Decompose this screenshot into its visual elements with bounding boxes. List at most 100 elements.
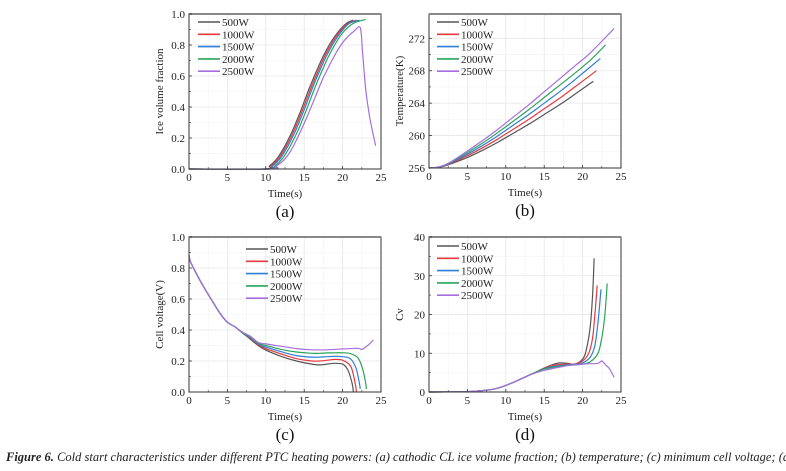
- legend-label: 1500W: [270, 269, 303, 281]
- panel-label: (d): [515, 425, 535, 444]
- y-tick-label: 0.0: [171, 164, 185, 176]
- x-axis-label: Time(s): [268, 411, 303, 423]
- y-tick-label: 40: [414, 232, 426, 244]
- x-axis-label: Time(s): [508, 187, 543, 199]
- x-tick-label: 20: [577, 171, 589, 183]
- panel-label: (b): [515, 201, 535, 220]
- y-tick-label: 0.2: [171, 356, 185, 368]
- legend-label: 1500W: [222, 42, 255, 54]
- legend-label: 2000W: [461, 278, 494, 290]
- y-tick-label: 0.6: [171, 294, 185, 306]
- x-axis-label: Time(s): [268, 188, 303, 200]
- panel-label: (c): [276, 425, 295, 444]
- series-line-1500W: [188, 19, 360, 170]
- y-tick-label: 272: [409, 33, 426, 45]
- legend-label: 1000W: [270, 256, 303, 268]
- legend-label: 1500W: [461, 42, 494, 54]
- x-tick-label: 25: [376, 172, 388, 184]
- x-tick-label: 25: [376, 395, 388, 407]
- caption-label: Figure 6.: [6, 450, 54, 464]
- legend-label: 2500W: [461, 66, 494, 78]
- x-axis-label: Time(s): [508, 411, 543, 423]
- x-tick-label: 20: [337, 172, 349, 184]
- y-tick-label: 0.2: [171, 133, 185, 145]
- legend-label: 500W: [461, 17, 489, 29]
- x-tick-label: 15: [539, 395, 551, 407]
- figure-caption: Figure 6. Cold start characteristics und…: [6, 450, 786, 465]
- y-tick-label: 268: [409, 66, 426, 78]
- x-tick-label: 25: [616, 171, 628, 183]
- series-line-2500W: [188, 255, 374, 351]
- legend-label: 2000W: [270, 281, 303, 293]
- x-tick-label: 15: [299, 172, 311, 184]
- legend-label: 1000W: [461, 253, 494, 265]
- legend-label: 1000W: [222, 29, 255, 41]
- series-line-2000W: [428, 283, 608, 393]
- chart-a: 0 5 10 15 20 25 0.0 0.2 0.4 0.6 0.8 1.0 Time(s) Ice v…: [154, 9, 387, 221]
- series-line-2500W: [428, 360, 615, 393]
- series-line-1000W: [428, 285, 598, 393]
- chart-c: 0 5 10 15 20 25 0.0 0.2 0.4 0.6 0.8 1.0 Time(s) Cell …: [154, 232, 387, 444]
- y-tick-label: 0: [420, 387, 426, 399]
- x-tick-label: 0: [186, 395, 192, 407]
- y-tick-label: 0.4: [171, 102, 185, 114]
- x-tick-label: 15: [539, 171, 551, 183]
- x-tick-label: 5: [465, 171, 471, 183]
- x-tick-label: 10: [260, 172, 272, 184]
- x-tick-label: 10: [500, 395, 512, 407]
- y-axis-label: Ice volume fraction: [154, 48, 166, 135]
- y-tick-label: 0.0: [171, 387, 185, 399]
- legend-label: 500W: [461, 241, 489, 253]
- x-tick-label: 0: [426, 395, 432, 407]
- y-tick-label: 1.0: [171, 232, 185, 244]
- x-tick-label: 0: [426, 171, 432, 183]
- y-axis-label: Cell voltage(V): [154, 280, 166, 349]
- y-tick-label: 10: [414, 348, 426, 360]
- legend-label: 1500W: [461, 266, 494, 278]
- x-tick-label: 20: [577, 395, 589, 407]
- legend-label: 2000W: [461, 54, 494, 66]
- x-tick-label: 5: [225, 172, 231, 184]
- x-tick-label: 0: [186, 172, 192, 184]
- legend-label: 2500W: [461, 290, 494, 302]
- chart-b: 0 5 10 15 20 25 256 260 264 268 272 Time(s) Temperat…: [394, 13, 628, 220]
- legend-label: 500W: [270, 244, 298, 256]
- series-line-500W: [188, 19, 354, 170]
- panel-label: (a): [276, 202, 295, 221]
- series-line-2500W: [428, 28, 615, 169]
- x-tick-label: 5: [465, 395, 471, 407]
- y-tick-label: 0.8: [171, 40, 185, 52]
- x-tick-label: 5: [225, 395, 231, 407]
- y-axis-label: Cv: [394, 308, 406, 321]
- legend-label: 1000W: [461, 29, 494, 41]
- y-tick-label: 0.8: [171, 263, 185, 275]
- x-tick-label: 10: [500, 171, 512, 183]
- x-tick-label: 10: [260, 395, 272, 407]
- caption-text: Cold start characteristics under differe…: [53, 450, 786, 464]
- legend-label: 500W: [222, 17, 250, 29]
- y-tick-label: 256: [409, 163, 426, 175]
- series-line-500W: [428, 80, 594, 169]
- series-line-2000W: [188, 18, 366, 170]
- series-line-1000W: [188, 19, 357, 170]
- series-line-2000W: [428, 44, 607, 169]
- y-tick-label: 264: [409, 98, 426, 110]
- y-tick-label: 1.0: [171, 9, 185, 21]
- y-axis-label: Temperature(K): [394, 55, 406, 126]
- series-line-500W: [428, 258, 595, 393]
- y-tick-label: 260: [409, 131, 426, 143]
- legend-label: 2500W: [222, 66, 255, 78]
- x-tick-label: 20: [337, 395, 349, 407]
- chart-d: 0 5 10 15 20 25 0 10 20 30 40 Time(s) Cv (d) 500W1000W…: [394, 232, 627, 444]
- legend-label: 2500W: [270, 293, 303, 305]
- legend-label: 2000W: [222, 54, 255, 66]
- y-tick-label: 30: [414, 271, 426, 283]
- y-tick-label: 20: [414, 310, 426, 322]
- x-tick-label: 15: [299, 395, 311, 407]
- x-tick-label: 25: [616, 395, 628, 407]
- series-line-2500W: [188, 26, 377, 170]
- y-tick-label: 0.4: [171, 325, 185, 337]
- y-tick-label: 0.6: [171, 71, 185, 83]
- series-line-1500W: [428, 289, 602, 393]
